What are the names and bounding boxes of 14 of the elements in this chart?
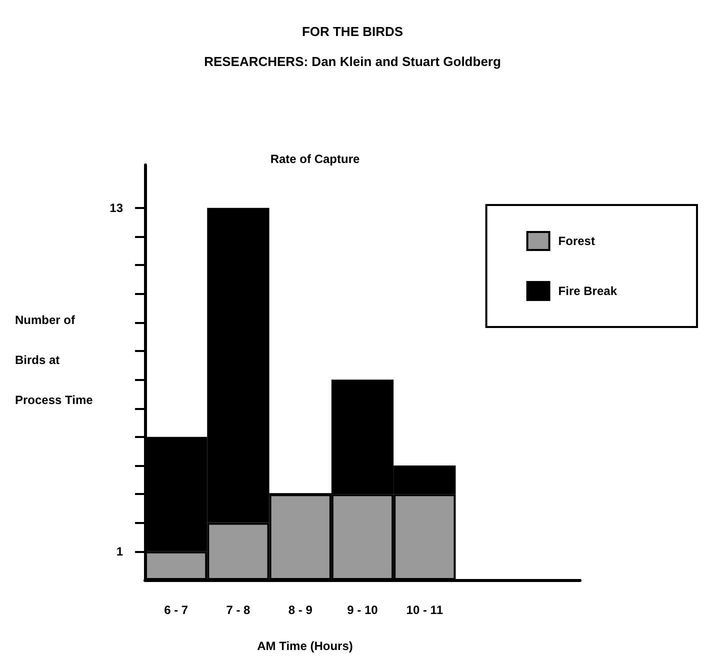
x-axis-title: AM Time (Hours) [257,639,353,653]
x-tick-label: 7 - 8 [226,603,251,617]
x-tick-label: 8 - 9 [288,603,313,617]
text: Number of Birds at Process Time [15,313,93,407]
chart-subtitle: RESEARCHERS: Dan Klein and Stuart Goldberg [204,54,501,69]
legend-label: Forest [558,234,595,248]
y-tick-label: 1 [116,544,124,558]
legend-label: Fire Break [558,284,618,298]
chart-title: FOR THE BIRDS [302,24,404,39]
x-tick-label: 6 - 7 [164,603,188,617]
y-tick-label: 13 [110,200,124,215]
x-tick-label: 9 - 10 [347,603,378,617]
annotation: Rate of Capture [270,152,360,166]
x-tick-label: 10 - 11 [406,603,444,617]
